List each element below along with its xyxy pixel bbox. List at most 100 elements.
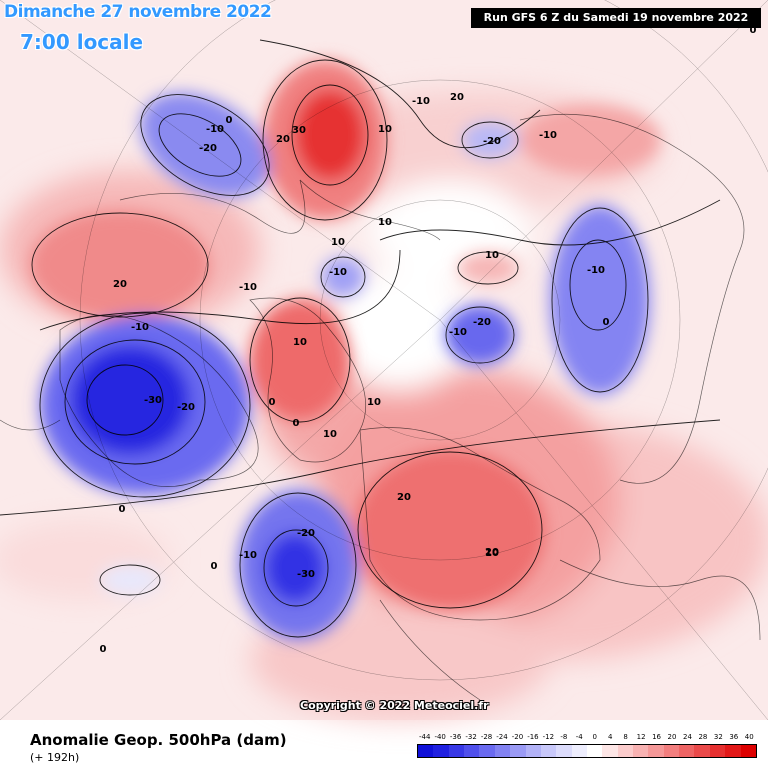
legend-swatch: [586, 745, 603, 757]
legend-swatch: [418, 745, 434, 757]
anomaly-west-pacific: [30, 210, 210, 320]
contour-label: 10: [485, 548, 499, 559]
anomaly-greenland: [250, 300, 350, 420]
legend-swatch: [494, 745, 511, 757]
contour-label: 0: [269, 397, 276, 408]
legend-tick: 40: [744, 733, 754, 741]
contour-label: 20: [276, 134, 290, 145]
contour-label: 20: [450, 92, 464, 103]
contour-label: -10: [131, 322, 149, 333]
contour-label: 30: [292, 125, 306, 136]
contour-label: -10: [239, 282, 257, 293]
legend-tick: 0: [592, 733, 597, 741]
contour-label: -30: [297, 569, 315, 580]
map-title: Anomalie Geop. 500hPa (dam): [30, 731, 287, 749]
legend-labels: -44 -40 -36 -32 -28 -24 -20 -16 -12 -8 -4 0 4 8 12 16 20…: [417, 733, 757, 743]
legend-tick: 12: [636, 733, 646, 741]
contour-label: -10: [539, 130, 557, 141]
legend-tick: 20: [667, 733, 677, 741]
contour-label: -20: [177, 402, 195, 413]
color-legend: -44 -40 -36 -32 -28 -24 -20 -16 -12 -8 -4 0 4 8 12 16 20…: [417, 733, 757, 758]
legend-tick: -8: [560, 733, 568, 741]
legend-swatch: [740, 745, 756, 757]
contour-label: -10: [329, 267, 347, 278]
legend-tick: -32: [465, 733, 477, 741]
run-info: Run GFS 6 Z du Samedi 19 novembre 2022: [471, 8, 761, 28]
contour-label: 10: [378, 124, 392, 135]
contour-label: -30: [144, 395, 162, 406]
contour-label: 20: [485, 547, 499, 558]
anomaly-east-siberia: [140, 92, 270, 198]
legend-swatch: [725, 745, 741, 757]
legend-swatch: [679, 745, 695, 757]
contour-label: 10: [378, 217, 392, 228]
grid-lines: [0, 0, 768, 721]
legend-tick: -28: [480, 733, 493, 741]
legend-tick: -36: [449, 733, 462, 741]
forecast-time: 7:00 locale: [20, 30, 144, 54]
contour-label: 0: [100, 644, 107, 655]
legend-swatch: [525, 745, 541, 757]
anomaly-north-pacific-core: [265, 533, 325, 603]
contour-label: 20: [397, 492, 411, 503]
contour-label: 10: [323, 429, 337, 440]
anomaly-small-high: [458, 252, 518, 284]
contour-label: 0: [603, 317, 610, 328]
anomaly-canada-west: [550, 205, 650, 395]
legend-tick: -20: [511, 733, 524, 741]
legend-tick: 36: [729, 733, 739, 741]
contour-label: 10: [293, 337, 307, 348]
contour-label: 10: [367, 397, 381, 408]
legend-tick: -24: [496, 733, 508, 741]
legend-swatch: [571, 745, 587, 757]
anomaly-europe: [355, 450, 545, 610]
legend-swatch: [602, 745, 618, 757]
anomaly-small-high-2: [520, 105, 660, 175]
legend-tick: 32: [713, 733, 723, 741]
anomaly-iceland-low: [445, 305, 515, 365]
legend-swatch: [433, 745, 449, 757]
legend-swatch: [709, 745, 726, 757]
legend-swatch: [540, 745, 557, 757]
contour-label: -10: [412, 96, 430, 107]
contour-label: -20: [473, 317, 491, 328]
legend-tick: -12: [542, 733, 555, 741]
copyright: Copyright © 2022 Meteociel.fr: [300, 699, 489, 712]
forecast-lead: (+ 192h): [30, 751, 80, 764]
contour-label: 0: [211, 561, 218, 572]
legend-swatch: [663, 745, 680, 757]
legend-swatch: [617, 745, 634, 757]
legend-tick: -16: [527, 733, 539, 741]
legend-swatch: [464, 745, 480, 757]
contour-label: 20: [113, 279, 127, 290]
contour-label: -10: [587, 265, 605, 276]
legend-tick: -40: [434, 733, 446, 741]
contour-label: 10: [331, 237, 345, 248]
legend-swatch: [694, 745, 710, 757]
legend-tick: -4: [575, 733, 583, 741]
anomaly-small-low: [321, 257, 365, 297]
legend-tick: 24: [682, 733, 692, 741]
forecast-date: Dimanche 27 novembre 2022: [4, 2, 272, 22]
legend-swatch: [648, 745, 664, 757]
anomaly-small-low-3: [100, 565, 160, 595]
neutral-arctic: [330, 270, 470, 390]
contour-label: -20: [297, 528, 315, 539]
contour-label: 0: [293, 418, 300, 429]
contour-lines: [0, 39, 721, 638]
legend-swatch: [479, 745, 495, 757]
contour-label: 0: [226, 115, 233, 126]
anomaly-cores: [30, 60, 660, 640]
contour-label: 0: [119, 504, 126, 515]
legend-swatch: [510, 745, 526, 757]
anomaly-small-low-2: [462, 122, 518, 158]
contour-label: -10: [449, 327, 467, 338]
legend-tick: 4: [607, 733, 613, 741]
legend-bar: [417, 744, 757, 758]
legend-swatch: [556, 745, 572, 757]
legend-swatch: [448, 745, 465, 757]
contour-label: -10: [206, 124, 224, 135]
